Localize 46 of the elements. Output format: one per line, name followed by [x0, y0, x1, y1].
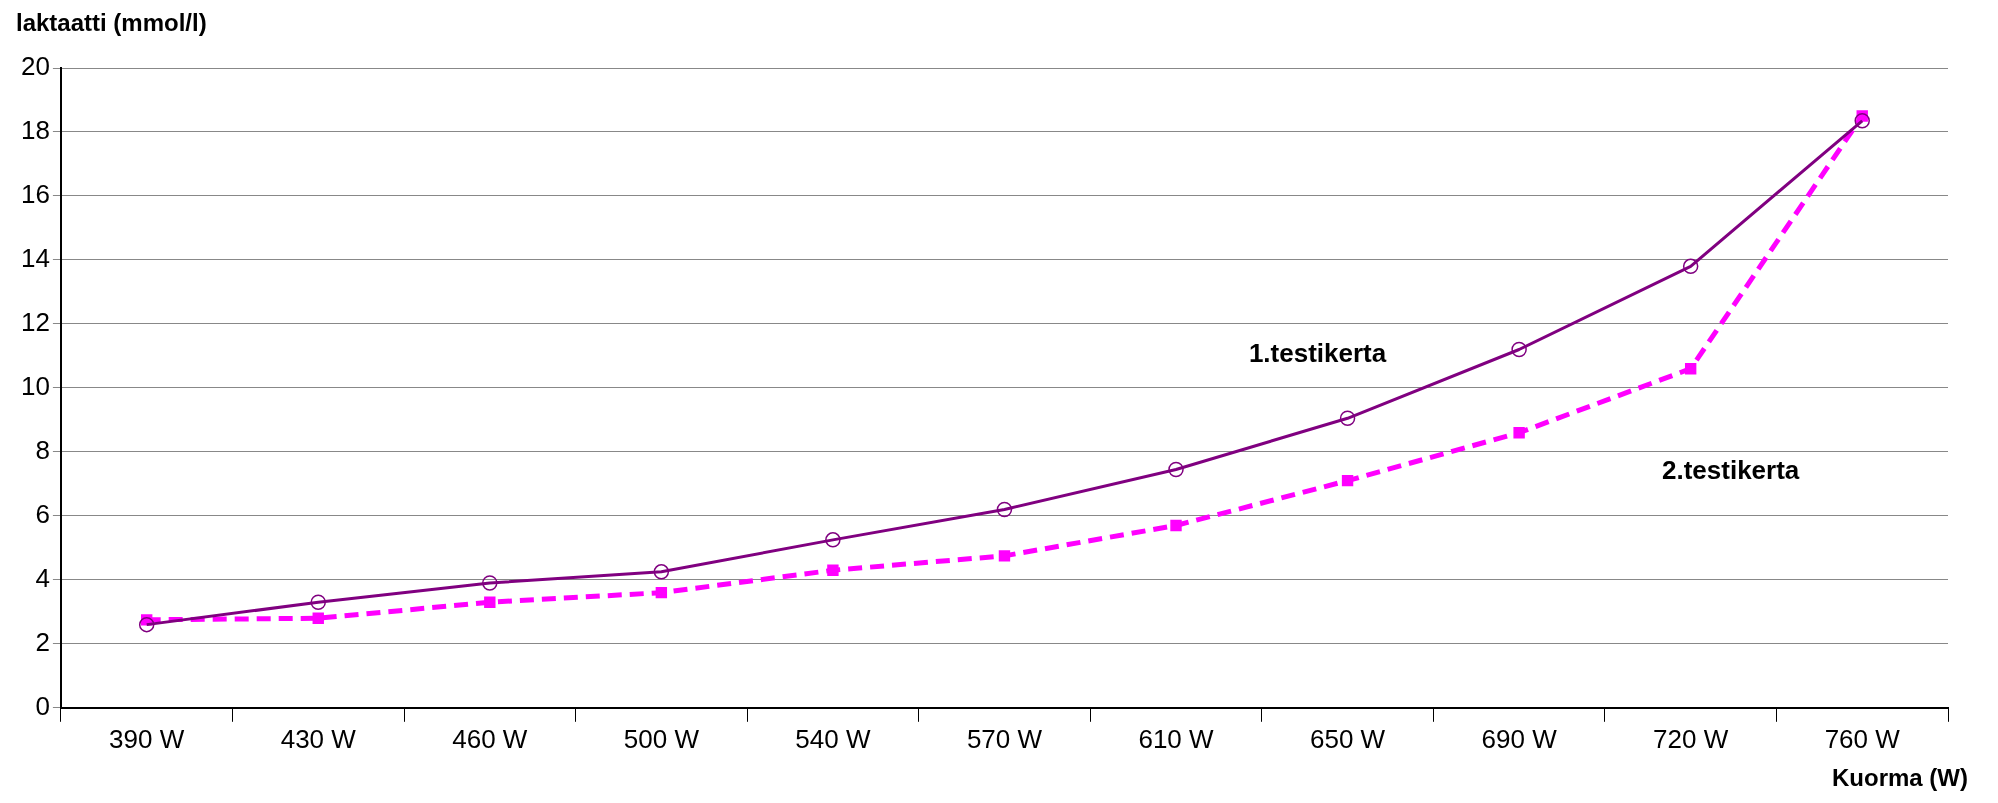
- point: [482, 575, 498, 591]
- y-tick-label: 0: [35, 690, 50, 721]
- point: [1682, 258, 1699, 275]
- point: [1513, 426, 1525, 439]
- x-tick-label: 540 W: [795, 723, 871, 754]
- point: [312, 612, 324, 624]
- y-axis-title: laktaatti (mmol/l): [16, 8, 207, 36]
- y-tick-label: 8: [35, 435, 50, 466]
- text: 2.testikerta: [1662, 454, 1800, 485]
- y-tick-label: 12: [21, 307, 50, 338]
- point: [1854, 113, 1870, 129]
- x-tick-label: 690 W: [1481, 723, 1558, 754]
- y-tick-label: 10: [21, 371, 50, 402]
- point: [1341, 474, 1354, 487]
- point: [827, 564, 839, 576]
- point: [1339, 410, 1356, 427]
- x-tick-label: 500 W: [623, 723, 700, 754]
- point: [996, 501, 1013, 518]
- y-tick-label: 14: [21, 243, 50, 274]
- point: [1170, 519, 1182, 532]
- point: [484, 596, 496, 608]
- x-tick-label: 720 W: [1653, 723, 1729, 754]
- point: [310, 594, 326, 610]
- y-tick-label: 16: [21, 179, 50, 210]
- point: [138, 616, 155, 633]
- x-axis-title: Kuorma (W): [1832, 763, 1968, 791]
- point: [653, 564, 670, 580]
- x-tick-label: 610 W: [1138, 723, 1215, 754]
- x-tick-label: 430 W: [280, 723, 357, 754]
- x-tick-label: 650 W: [1309, 723, 1386, 754]
- y-tick-label: 6: [35, 499, 50, 530]
- x-tick-label: 460 W: [452, 723, 528, 754]
- point: [1511, 341, 1527, 358]
- y-tick-label: 20: [21, 51, 50, 82]
- point: [1168, 461, 1184, 478]
- point: [1684, 363, 1697, 375]
- point: [825, 532, 841, 548]
- x-tick-label: 390 W: [109, 723, 185, 754]
- point: [998, 550, 1011, 562]
- point: [655, 586, 668, 599]
- y-tick-label: 4: [35, 563, 50, 594]
- series-label: 1.testikerta: [1248, 338, 1387, 369]
- y-tick-label: 18: [21, 115, 50, 146]
- x-tick-label: 760 W: [1824, 723, 1901, 754]
- x-tick-label: 570 W: [966, 723, 1043, 754]
- y-tick-label: 2: [35, 626, 50, 657]
